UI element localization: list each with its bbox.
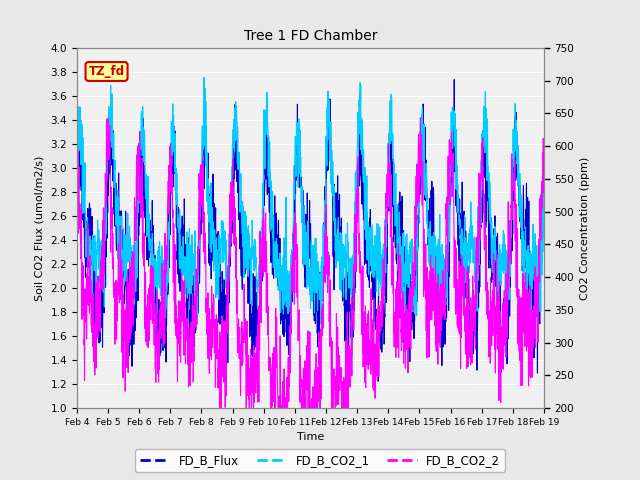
FD_B_Flux (288, 284, 296, 289)
FD_B_CO2_1 (200, 74, 208, 80)
FD_B_Flux (527, 281, 534, 287)
FD_B_CO2_2 (97, 257, 104, 263)
FD_B_Flux (97, 315, 104, 321)
Text: TZ_fd: TZ_fd (88, 65, 125, 78)
FD_B_CO2_1 (442, 300, 449, 305)
Y-axis label: Soil CO2 Flux (umol/m2/s): Soil CO2 Flux (umol/m2/s) (35, 156, 45, 300)
FD_B_Flux (300, 216, 308, 221)
FD_B_CO2_1 (300, 203, 308, 208)
Line: FD_B_Flux: FD_B_Flux (77, 80, 544, 381)
Title: Tree 1 FD Chamber: Tree 1 FD Chamber (244, 29, 377, 43)
Legend: FD_B_Flux, FD_B_CO2_1, FD_B_CO2_2: FD_B_Flux, FD_B_CO2_1, FD_B_CO2_2 (135, 449, 505, 472)
FD_B_CO2_1 (97, 276, 104, 282)
FD_B_CO2_2 (527, 338, 534, 344)
Y-axis label: CO2 Concentration (ppm): CO2 Concentration (ppm) (580, 156, 589, 300)
FD_B_CO2_2 (216, 405, 223, 411)
FD_B_CO2_1 (527, 280, 534, 286)
FD_B_CO2_1 (317, 321, 325, 326)
FD_B_CO2_1 (540, 168, 548, 173)
FD_B_CO2_2 (300, 405, 308, 411)
FD_B_CO2_1 (73, 177, 81, 182)
FD_B_Flux (441, 308, 449, 314)
Line: FD_B_CO2_2: FD_B_CO2_2 (77, 118, 544, 408)
FD_B_CO2_2 (288, 263, 296, 268)
Line: FD_B_CO2_1: FD_B_CO2_1 (77, 77, 544, 324)
FD_B_Flux (527, 298, 535, 303)
FD_B_Flux (73, 179, 81, 184)
FD_B_CO2_2 (73, 178, 81, 183)
FD_B_CO2_1 (288, 278, 296, 284)
FD_B_CO2_2 (417, 115, 424, 120)
FD_B_Flux (374, 378, 382, 384)
FD_B_CO2_2 (442, 282, 449, 288)
FD_B_CO2_2 (540, 185, 548, 191)
FD_B_CO2_2 (527, 375, 535, 381)
FD_B_Flux (451, 77, 458, 83)
X-axis label: Time: Time (297, 432, 324, 442)
FD_B_CO2_1 (527, 312, 535, 318)
FD_B_Flux (540, 194, 548, 200)
